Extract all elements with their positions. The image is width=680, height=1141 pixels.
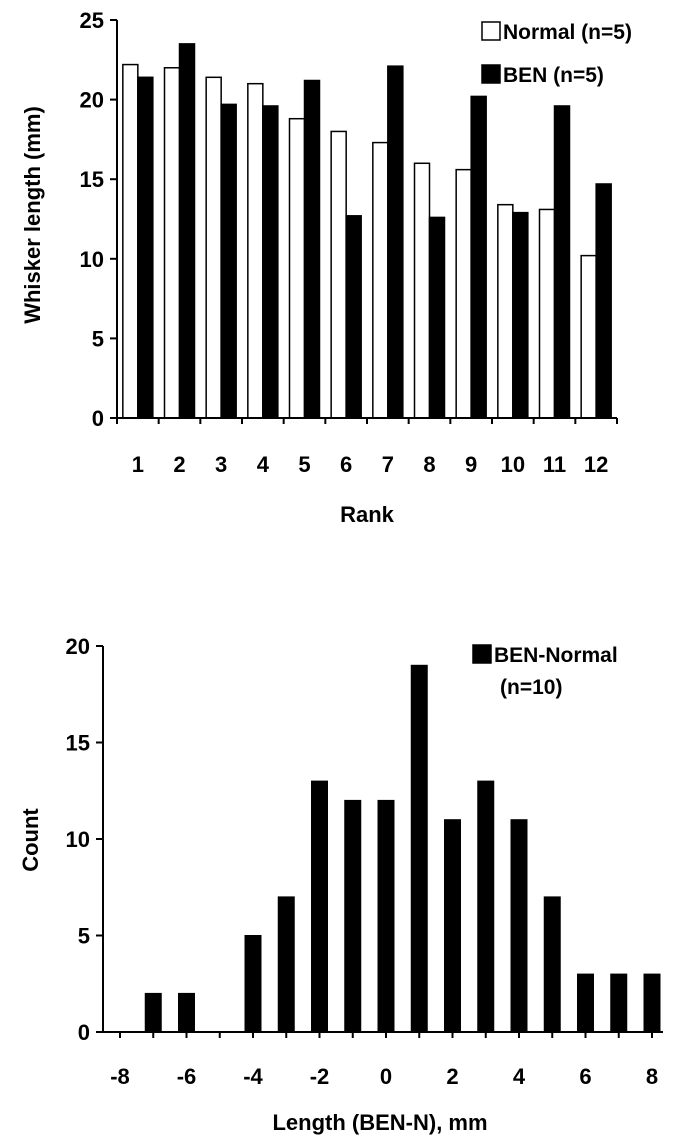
top-x-tick-label: 10 (501, 452, 525, 477)
top-y-tick-label: 5 (92, 326, 104, 351)
bar-count-at-2 (444, 819, 461, 1033)
bar-normal-rank-9 (455, 168, 472, 419)
bar-normal-rank-4 (247, 82, 264, 419)
top-y-tick-label: 15 (80, 167, 104, 192)
top-x-tick-label: 3 (215, 452, 227, 477)
bar-count-at-3 (477, 780, 495, 1033)
bar-count-at--2 (311, 780, 328, 1033)
top-y-tick-label: 0 (92, 406, 104, 431)
top-y-axis-label: Whisker length (mm) (20, 106, 45, 324)
bar-ben-rank-5 (303, 79, 321, 419)
bar-count-at-6 (577, 973, 594, 1033)
bar-count-at--6 (178, 992, 195, 1033)
legend-swatch-normal (481, 21, 501, 41)
bar-ben-rank-11 (553, 105, 571, 419)
bar-ben-rank-1 (137, 76, 154, 419)
bottom-x-ticks: -8 -6 -4 -2 0 2 4 6 8 (110, 1032, 658, 1089)
top-x-tick-label: 5 (298, 452, 310, 477)
bar-count-at--1 (344, 799, 362, 1033)
bar-count-at--4 (244, 935, 262, 1033)
top-x-tick-label: 7 (382, 452, 394, 477)
bottom-x-tick-label: -2 (310, 1064, 330, 1089)
top-y-tick-label: 20 (80, 88, 104, 113)
top-x-tick-label: 8 (423, 452, 435, 477)
bottom-x-tick-label: -8 (110, 1064, 130, 1089)
bottom-x-tick-label: 2 (446, 1064, 458, 1089)
bar-normal-rank-6 (330, 130, 347, 419)
bottom-y-tick-label: 20 (66, 634, 90, 659)
bottom-legend: BEN-Normal (n=10) (472, 644, 618, 699)
bar-count-at-7 (610, 973, 628, 1033)
bar-ben-rank-10 (512, 211, 529, 419)
length-difference-histogram: 0 5 10 15 20 -8 -6 -4 -2 0 2 4 6 8 Length (BEN-N), m… (18, 634, 663, 1135)
bar-count-at--7 (144, 992, 162, 1033)
bottom-x-tick-label: 0 (380, 1064, 392, 1089)
bar-count-at-0 (377, 799, 395, 1033)
legend-label-ben-normal: BEN-Normal (494, 644, 618, 667)
legend-label-n: (n=10) (500, 676, 562, 699)
bottom-x-tick-label: -4 (243, 1064, 263, 1089)
bar-count-at-8 (643, 973, 661, 1033)
legend-swatch-ben (481, 64, 501, 84)
bar-normal-rank-10 (497, 203, 514, 419)
top-bars (122, 43, 612, 419)
legend-swatch-ben-normal (472, 644, 492, 664)
bar-normal-rank-5 (288, 117, 306, 419)
bar-count-at-1 (410, 664, 428, 1033)
bar-ben-rank-7 (387, 65, 404, 419)
bottom-x-tick-label: -6 (177, 1064, 197, 1089)
bottom-y-ticks: 0 5 10 15 20 (66, 634, 103, 1045)
bottom-y-tick-label: 15 (66, 731, 90, 756)
bar-normal-rank-3 (205, 76, 222, 419)
bar-ben-rank-4 (262, 105, 279, 419)
bottom-x-axis-label: Length (BEN-N), mm (272, 1110, 487, 1135)
bottom-y-tick-label: 0 (78, 1020, 90, 1045)
top-x-tick-label: 6 (340, 452, 352, 477)
bar-ben-rank-8 (428, 216, 446, 419)
bar-ben-rank-12 (595, 183, 612, 419)
bar-count-at--3 (277, 896, 295, 1033)
top-x-tick-label: 1 (132, 452, 144, 477)
bar-count-at-4 (510, 819, 528, 1033)
top-y-ticks: 0 5 10 15 20 25 (80, 8, 117, 431)
bar-normal-rank-1 (122, 63, 139, 419)
bar-ben-rank-9 (470, 95, 487, 419)
top-y-tick-label: 10 (80, 247, 104, 272)
bottom-x-tick-label: 6 (579, 1064, 591, 1089)
bar-normal-rank-8 (413, 162, 431, 419)
top-x-tick-label: 9 (465, 452, 477, 477)
bar-normal-rank-2 (163, 67, 181, 419)
top-x-tick-label: 4 (257, 452, 270, 477)
bar-normal-rank-7 (372, 141, 389, 419)
bottom-y-axis-label: Count (18, 808, 43, 872)
bottom-y-tick-label: 10 (66, 827, 90, 852)
top-x-ticks: 1 2 3 4 5 6 7 8 9 10 11 12 (116, 418, 618, 477)
top-x-tick-label: 11 (543, 452, 566, 477)
bottom-bars (144, 664, 661, 1033)
top-x-tick-label: 12 (584, 452, 608, 477)
bar-count-at-5 (543, 896, 561, 1033)
legend-label-ben: BEN (n=5) (503, 64, 604, 87)
bottom-x-tick-label: 8 (646, 1064, 658, 1089)
bar-normal-rank-11 (538, 208, 556, 419)
bar-ben-rank-2 (178, 43, 196, 419)
bottom-x-tick-label: 4 (513, 1064, 526, 1089)
top-x-tick-label: 2 (173, 452, 185, 477)
top-x-axis-label: Rank (340, 502, 395, 527)
bar-normal-rank-12 (580, 254, 597, 419)
top-legend: Normal (n=5) BEN (n=5) (481, 21, 632, 87)
top-y-tick-label: 25 (80, 8, 104, 33)
bottom-y-tick-label: 5 (78, 924, 90, 949)
bar-ben-rank-3 (220, 103, 237, 419)
legend-label-normal: Normal (n=5) (503, 21, 632, 44)
bar-ben-rank-6 (345, 215, 362, 419)
